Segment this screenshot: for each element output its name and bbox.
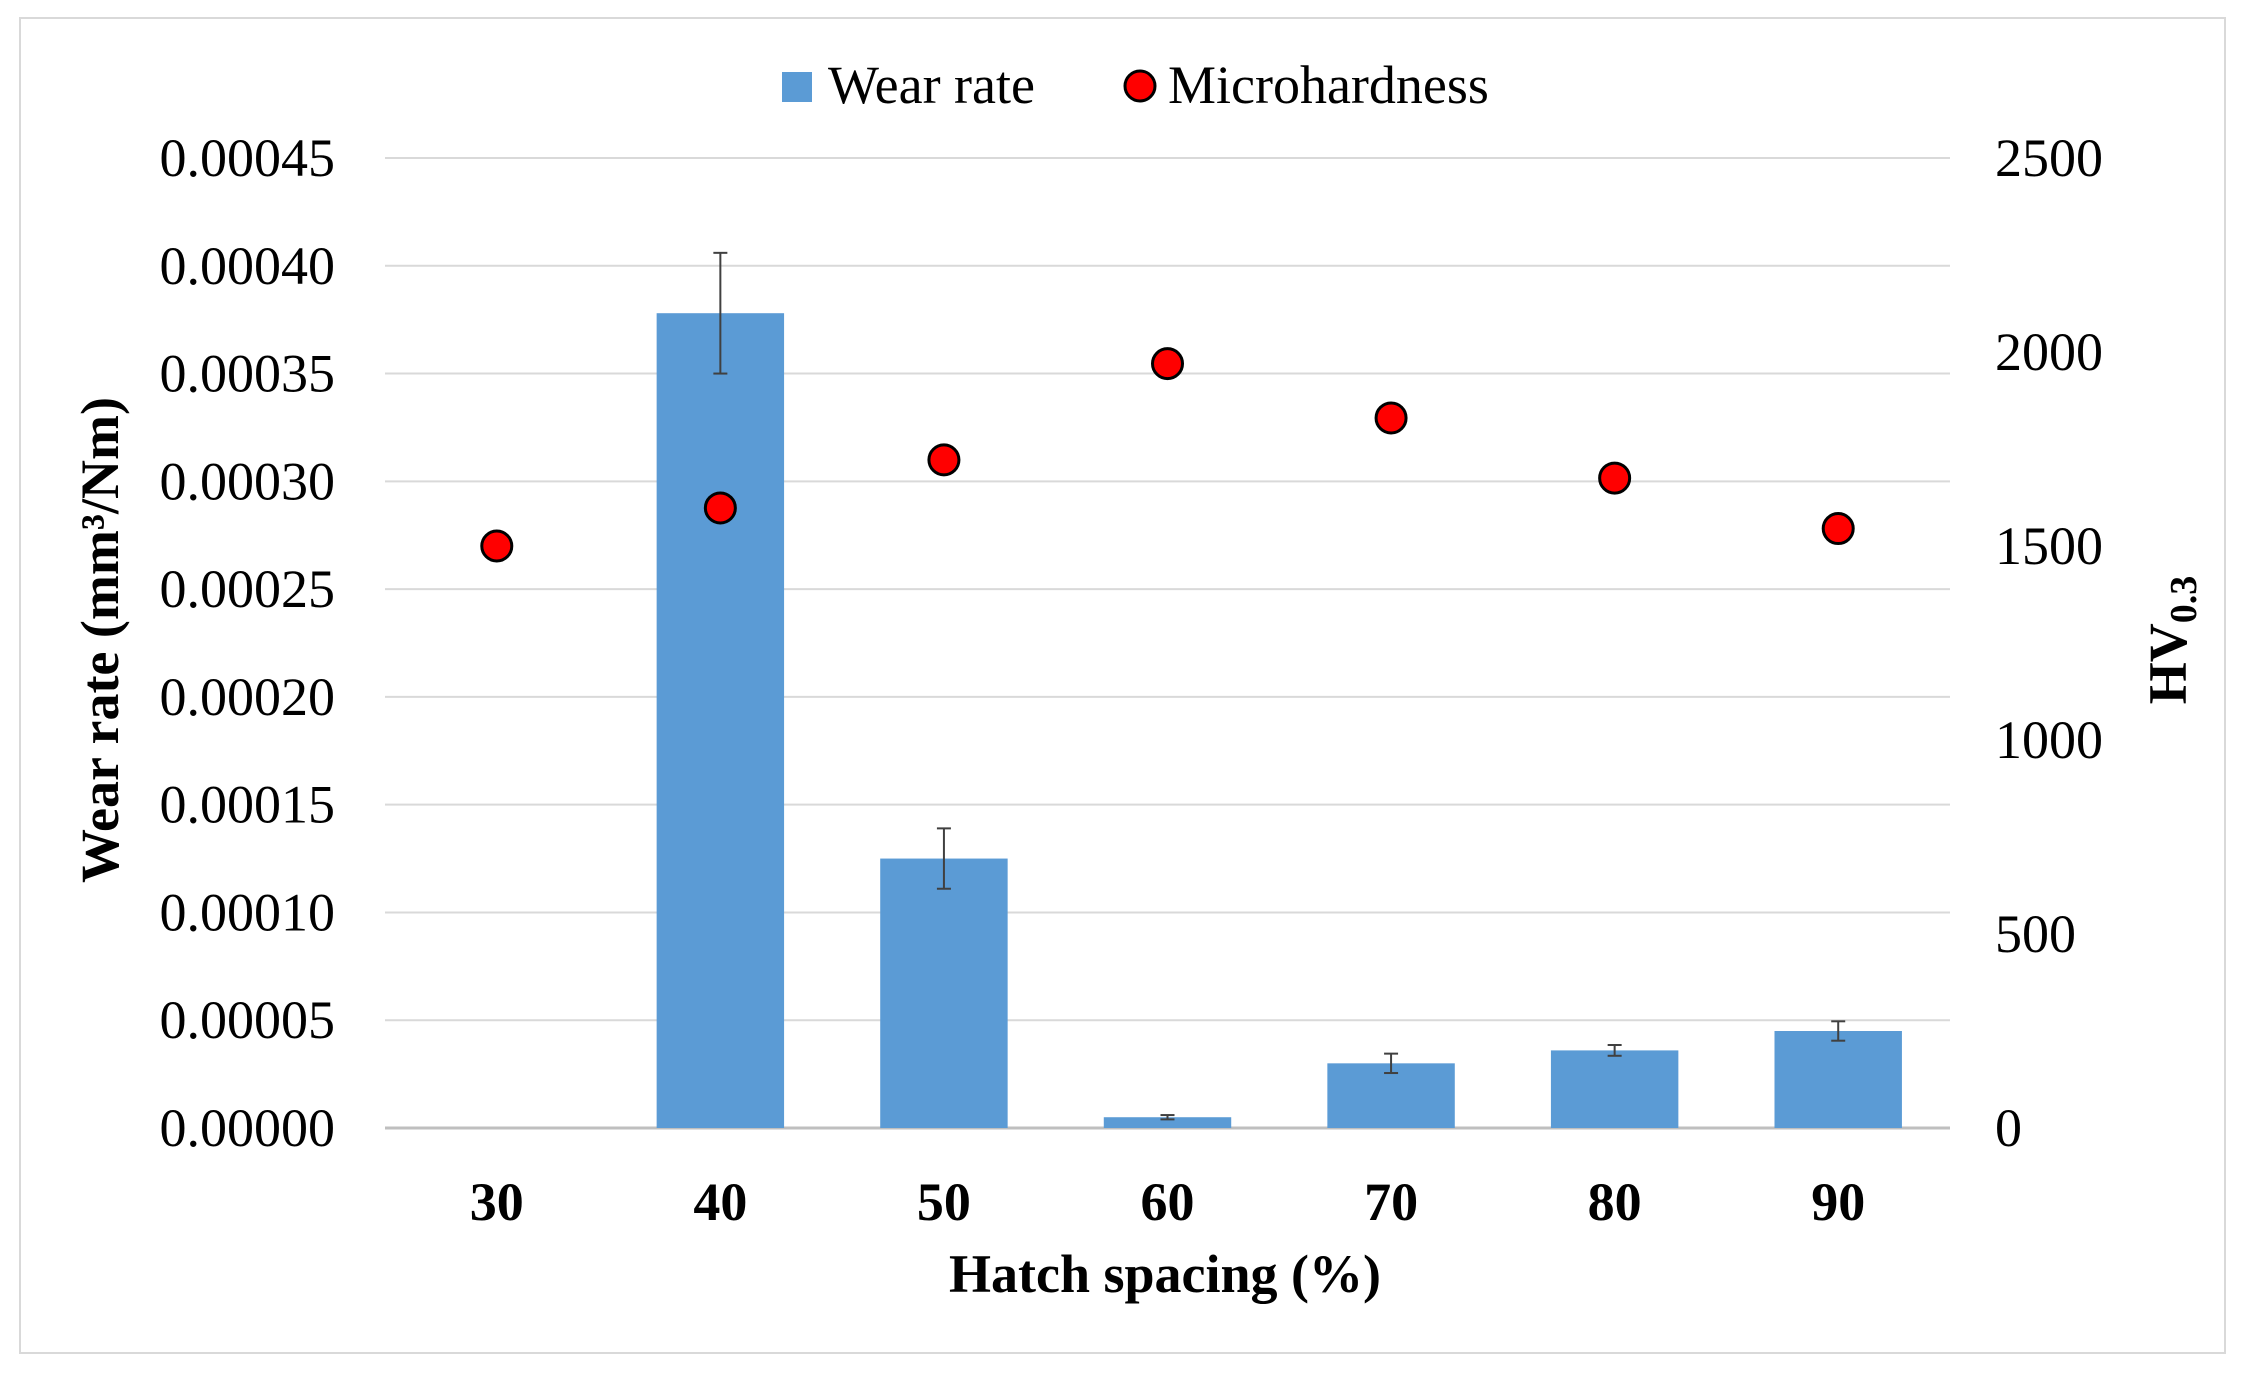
y2-axis-label-main: HV	[2138, 623, 2198, 704]
y2-tick-label: 0	[1995, 1098, 2022, 1158]
data-point	[480, 529, 514, 563]
y2-tick-label: 1000	[1995, 710, 2103, 770]
y2-tick-label: 2000	[1995, 322, 2103, 382]
data-point	[1821, 512, 1855, 546]
y-tick-label: 0.00020	[160, 667, 336, 727]
x-axis-label: Hatch spacing (%)	[949, 1244, 1381, 1304]
y2-tick-label: 1500	[1995, 516, 2103, 576]
y-tick-label: 0.00035	[160, 344, 336, 404]
x-tick-label: 30	[470, 1172, 524, 1232]
data-point	[1151, 347, 1184, 381]
legend-label-microhardness: Microhardness	[1168, 55, 1489, 115]
y-tick-label: 0.00045	[160, 128, 336, 188]
data-point	[1598, 461, 1632, 495]
right-axis-ticks: 0 500 1000 1500 2000 2500	[1995, 128, 2103, 1158]
y2-axis-label-sub: 0.3	[2163, 576, 2205, 624]
bar	[656, 313, 785, 1128]
y-tick-label: 0.00030	[160, 451, 336, 511]
data-point	[1374, 401, 1408, 435]
legend: Wear rate Microhardness	[782, 55, 1489, 115]
data-point	[927, 443, 961, 477]
x-tick-label: 90	[1811, 1172, 1865, 1232]
data-point	[703, 491, 737, 525]
bar	[1550, 1050, 1679, 1128]
x-tick-label: 70	[1364, 1172, 1418, 1232]
y-tick-label: 0.00025	[160, 559, 336, 619]
point-series	[480, 347, 1855, 563]
y2-tick-label: 2500	[1995, 128, 2103, 188]
legend-swatch-wear-rate	[782, 72, 812, 102]
gridlines	[385, 157, 1950, 1130]
x-tick-label: 40	[693, 1172, 747, 1232]
y-axis-label: Wear rate (mm³/Nm)	[70, 397, 130, 883]
y-tick-label: 0.00005	[160, 990, 336, 1050]
y-tick-label: 0.00010	[160, 882, 336, 942]
bar	[1774, 1031, 1902, 1128]
x-tick-label: 50	[917, 1172, 971, 1232]
bar-series	[656, 313, 1902, 1128]
x-tick-label: 80	[1588, 1172, 1642, 1232]
bar	[880, 858, 1008, 1128]
y-tick-label: 0.00000	[160, 1098, 336, 1158]
bar	[1327, 1063, 1455, 1128]
y2-tick-label: 500	[1995, 904, 2076, 964]
y-tick-label: 0.00040	[160, 236, 336, 296]
legend-label-wear-rate: Wear rate	[828, 55, 1035, 115]
x-axis-ticks: 30 40 50 60 70 80 90	[470, 1172, 1865, 1232]
error-bars	[713, 251, 1846, 1121]
legend-marker-microhardness	[1123, 69, 1157, 103]
chart-frame	[19, 17, 2226, 1354]
bar	[1103, 1117, 1232, 1128]
y2-axis-label: HV0.3	[2138, 576, 2205, 705]
x-tick-label: 60	[1141, 1172, 1195, 1232]
y-tick-label: 0.00015	[160, 775, 336, 835]
left-axis-ticks: 0.00000 0.00005 0.00010 0.00015 0.00020 0.000…	[160, 128, 336, 1158]
